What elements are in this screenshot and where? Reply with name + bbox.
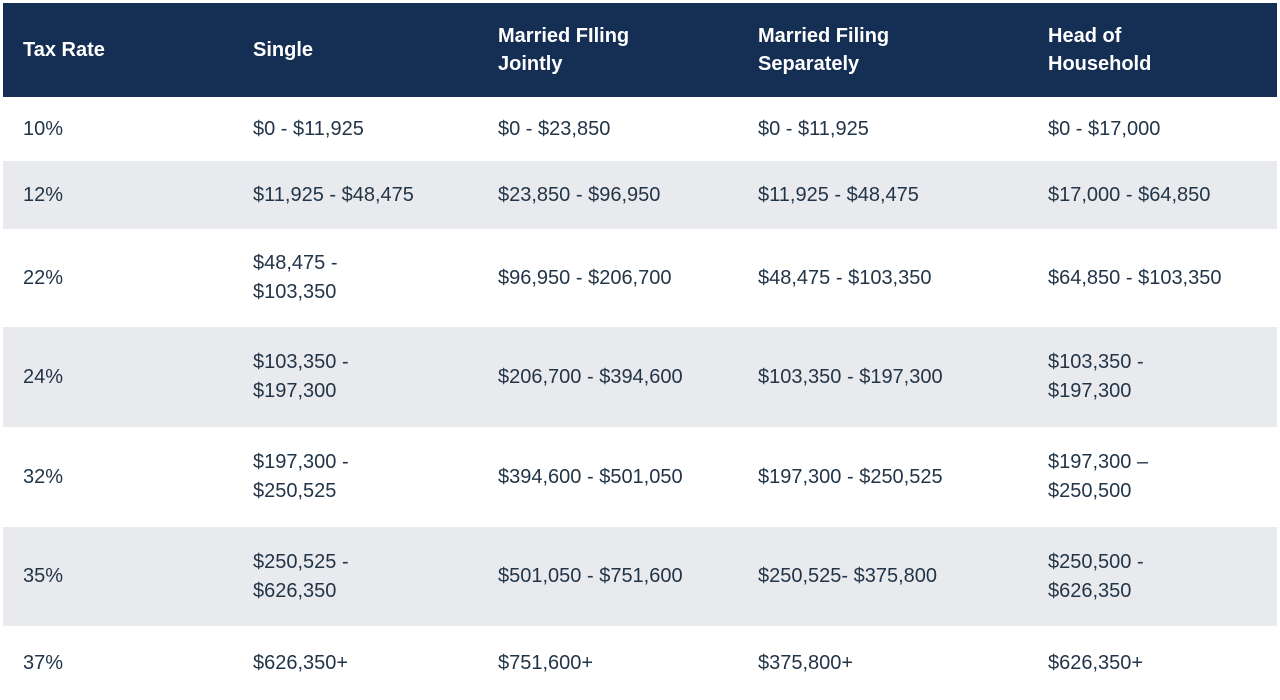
cell-head-of-household: $17,000 - $64,850: [1048, 183, 1211, 206]
table-row: 10% $0 - $11,925 $0 - $23,850 $0 - $11,9…: [3, 97, 1277, 161]
column-header-married-filing-separately: Married Filing Separately: [758, 25, 890, 75]
column-header-head-of-household: Head of Household: [1048, 25, 1152, 75]
cell-single: $48,475 - $103,350: [253, 252, 338, 303]
cell-married-filing-jointly: $501,050 - $751,600: [498, 565, 683, 587]
table-row: 37% $626,350+ $751,600+ $375,800+ $626,3…: [3, 626, 1277, 700]
cell-single: $197,300 - $250,525: [253, 451, 349, 502]
cell-head-of-household: $64,850 - $103,350: [1048, 266, 1222, 289]
table-row: 12% $11,925 - $48,475 $23,850 - $96,950 …: [3, 161, 1277, 229]
table-body: 10% $0 - $11,925 $0 - $23,850 $0 - $11,9…: [3, 97, 1277, 700]
cell-married-filing-separately: $11,925 - $48,475: [758, 183, 919, 206]
table-header: Tax Rate Single Married FIling Jointly M…: [3, 3, 1277, 97]
cell-married-filing-jointly: $394,600 - $501,050: [498, 465, 683, 488]
column-header-tax-rate: Tax Rate: [23, 39, 105, 61]
cell-head-of-household: $626,350+: [1048, 651, 1144, 674]
table-row: 32% $197,300 - $250,525 $394,600 - $501,…: [3, 427, 1277, 527]
cell-married-filing-separately: $0 - $11,925: [758, 117, 869, 140]
cell-married-filing-jointly: $23,850 - $96,950: [498, 183, 661, 206]
table-row: 35% $250,525 - $626,350 $501,050 - $751,…: [3, 527, 1277, 626]
header-row: Tax Rate Single Married FIling Jointly M…: [3, 3, 1277, 97]
cell-single: $0 - $11,925: [253, 117, 364, 140]
table-row: 22% $48,475 - $103,350 $96,950 - $206,70…: [3, 229, 1277, 327]
cell-tax-rate: 22%: [23, 266, 64, 289]
cell-tax-rate: 12%: [23, 183, 64, 206]
cell-married-filing-separately: $197,300 - $250,525: [758, 465, 943, 488]
cell-tax-rate: 10%: [23, 117, 64, 140]
cell-married-filing-jointly: $0 - $23,850: [498, 117, 611, 140]
cell-single: $626,350+: [253, 651, 349, 674]
cell-tax-rate: 35%: [23, 565, 64, 587]
cell-single: $11,925 - $48,475: [253, 183, 414, 206]
cell-tax-rate: 32%: [23, 465, 64, 488]
cell-married-filing-separately: $103,350 - $197,300: [758, 365, 943, 388]
cell-married-filing-jointly: $206,700 - $394,600: [498, 365, 683, 388]
cell-head-of-household: $197,300 – $250,500: [1048, 451, 1149, 502]
cell-tax-rate: 37%: [23, 651, 64, 674]
tax-brackets-table: Tax Rate Single Married FIling Jointly M…: [3, 3, 1277, 700]
cell-married-filing-jointly: $751,600+: [498, 651, 594, 674]
cell-head-of-household: $103,350 - $197,300: [1048, 351, 1144, 402]
table-row: 24% $103,350 - $197,300 $206,700 - $394,…: [3, 327, 1277, 427]
column-header-single: Single: [253, 39, 314, 61]
cell-married-filing-jointly: $96,950 - $206,700: [498, 266, 672, 289]
cell-head-of-household: $250,500 - $626,350: [1048, 550, 1144, 602]
cell-single: $250,525 - $626,350: [253, 550, 349, 602]
cell-single: $103,350 - $197,300: [253, 351, 349, 402]
cell-married-filing-separately: $375,800+: [758, 651, 854, 674]
cell-married-filing-separately: $48,475 - $103,350: [758, 266, 932, 289]
cell-head-of-household: $0 - $17,000: [1048, 117, 1161, 140]
cell-married-filing-separately: $250,525- $375,800: [758, 565, 938, 587]
column-header-married-filing-jointly: Married FIling Jointly: [498, 25, 630, 75]
cell-tax-rate: 24%: [23, 365, 64, 388]
